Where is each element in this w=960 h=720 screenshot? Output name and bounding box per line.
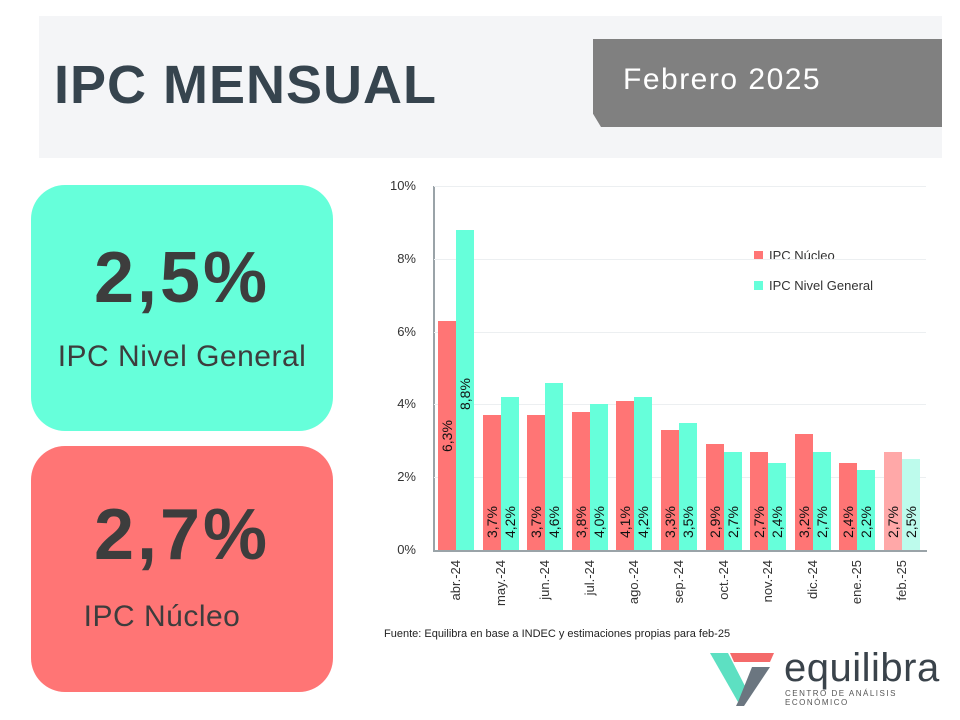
bar-value-label: 6,3% (439, 420, 455, 452)
x-tick-label: oct.-24 (715, 560, 731, 600)
y-tick-label: 10% (389, 178, 416, 193)
bar-value-label: 4,2% (635, 506, 652, 538)
gridline (434, 404, 926, 406)
bar-value-label: 3,2% (795, 506, 812, 538)
logo-subtitle: CENTRO DE ANÁLISIS ECONÓMICO (785, 689, 897, 707)
card-general-value: 2,5% (93, 238, 271, 318)
bar-value-label: 2,4% (769, 506, 786, 538)
bar-value-label: 4,2% (501, 506, 518, 538)
bar-nucleo (571, 411, 590, 550)
bar-value-label: 3,8% (572, 506, 589, 538)
bar-general (545, 382, 564, 550)
x-tick-label: abr.-24 (448, 560, 463, 601)
bar-nucleo (794, 433, 813, 550)
equilibra-logo: equilibra CENTRO DE ANÁLISIS ECONÓMICO (708, 646, 948, 708)
x-tick-label: may.-24 (492, 560, 508, 606)
bar-value-label: 2,7% (724, 506, 741, 538)
y-tick-label: 2% (397, 469, 416, 485)
bar-nucleo (839, 462, 858, 550)
bar-value-label: 3,7% (528, 506, 545, 538)
bar-value-label: 4,6% (546, 506, 563, 538)
x-tick-label: ago.-24 (626, 560, 642, 605)
legend-item-general: IPC Nivel General (754, 270, 873, 300)
bar-general (902, 459, 920, 550)
bar-nucleo (482, 415, 501, 550)
bar-value-label: 2,2% (858, 506, 875, 538)
bar-general (723, 451, 742, 550)
y-tick-label: 4% (397, 396, 416, 412)
card-nucleo-label: IPC Núcleo (83, 600, 241, 633)
logo-wordmark: equilibra (784, 646, 940, 690)
y-tick-label: 6% (397, 323, 416, 339)
bar-general (456, 229, 474, 550)
y-tick-label: 8% (397, 250, 416, 266)
legend-item-nucleo: IPC Núcleo (754, 240, 873, 270)
equilibra-logo-icon (710, 653, 774, 706)
date-banner: Febrero 2025 (593, 39, 942, 127)
bar-nucleo (661, 429, 679, 550)
legend-label-general: IPC Nivel General (769, 277, 874, 293)
x-axis (433, 550, 927, 552)
legend-label-nucleo: IPC Núcleo (769, 247, 835, 263)
legend-swatch-general (754, 280, 763, 290)
x-tick-label: ene.-25 (849, 560, 865, 605)
bar-value-label: 4,0% (590, 506, 607, 538)
bar-general (634, 397, 653, 550)
bar-general (500, 397, 519, 550)
bar-value-label: 2,7% (751, 506, 768, 538)
bar-value-label: 3,7% (483, 506, 500, 538)
bar-nucleo (616, 400, 635, 550)
card-ipc-general: 2,5% IPC Nivel General (31, 185, 333, 431)
gridline (434, 258, 926, 260)
x-tick-label: dic.-24 (804, 560, 820, 600)
bar-general (857, 469, 876, 550)
bar-value-label: 2,9% (706, 506, 723, 538)
bar-value-label: 4,1% (617, 506, 634, 538)
chart-legend: IPC Núcleo IPC Nivel General (754, 240, 873, 300)
source-note: Fuente: Equilibra en base a INDEC y esti… (384, 628, 731, 640)
y-axis (433, 186, 435, 551)
bar-general (679, 422, 697, 550)
page-title: IPC MENSUAL (54, 55, 438, 115)
date-label: Febrero 2025 (623, 63, 822, 96)
bar-value-label: 2,7% (885, 506, 901, 538)
bar-value-label: 8,8% (457, 378, 473, 410)
bar-value-label: 2,4% (840, 506, 857, 538)
bar-nucleo (705, 444, 724, 550)
bar-nucleo (438, 320, 456, 550)
bar-value-label: 2,5% (903, 506, 919, 538)
bar-nucleo (750, 451, 769, 550)
card-nucleo-value: 2,7% (93, 495, 271, 575)
bar-nucleo (884, 451, 902, 550)
bar-value-label: 2,7% (813, 506, 830, 538)
x-tick-label: jun.-24 (537, 560, 553, 600)
x-tick-label: feb.-25 (894, 560, 909, 601)
bar-value-label: 3,3% (662, 506, 678, 538)
x-tick-label: sep.-24 (671, 560, 686, 604)
legend-swatch-nucleo (754, 250, 763, 260)
bar-chart: IPC Núcleo IPC Nivel General 0% 2% 4% 6% 8% 1… (360, 170, 950, 620)
y-tick-label: 0% (397, 542, 416, 557)
bar-nucleo (527, 415, 546, 550)
gridline (434, 186, 926, 187)
x-tick-label: nov.-24 (760, 560, 776, 603)
bar-general (812, 451, 831, 550)
bar-general (768, 462, 787, 550)
bar-general (589, 404, 608, 550)
card-general-label: IPC Nivel General (57, 340, 307, 373)
gridline (434, 331, 926, 333)
bar-value-label: 3,5% (680, 506, 696, 538)
card-ipc-nucleo: 2,7% IPC Núcleo (31, 446, 333, 692)
x-tick-label: jul.-24 (581, 560, 597, 596)
